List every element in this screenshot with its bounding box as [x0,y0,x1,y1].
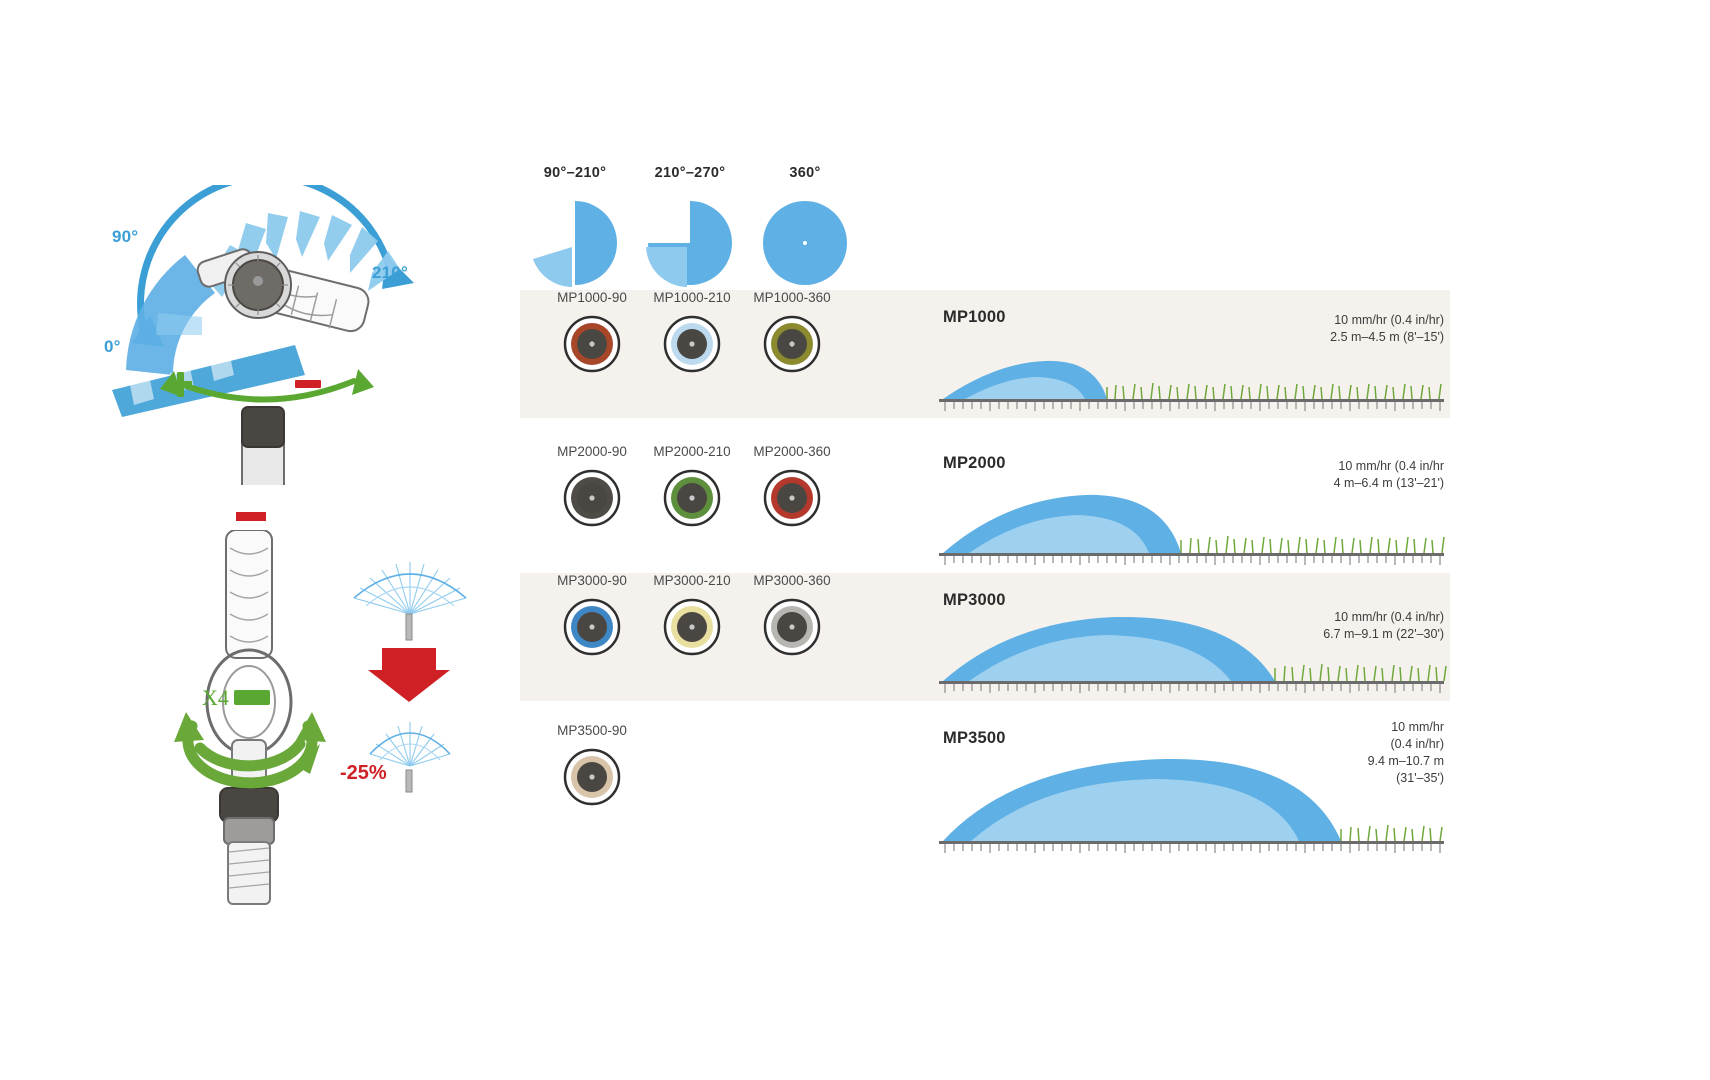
nozzle-item[interactable]: MP3000-360 [732,573,852,661]
minus-icon-top [236,512,266,521]
nozzle-label: MP1000-90 [557,290,627,305]
nozzle-label: MP2000-360 [753,444,831,459]
minus-icon [295,380,321,388]
nozzle-disc-icon [663,315,721,373]
nozzle-label: MP3000-90 [557,573,627,588]
model-name: MP3500 [943,729,1006,747]
model-spec: 10 mm/hr (0.4 in/hr) 6.7 m–9.1 m (22'–30… [1323,610,1444,641]
nozzle-item[interactable]: MP1000-360 [732,290,852,378]
spray-profile-mp3500: MP3500 10 mm/hr (0.4 in/hr) 9.4 m–10.7 m… [935,701,1450,861]
nozzle-disc-icon [763,469,821,527]
nozzle-item[interactable]: MP3000-210 [632,573,752,661]
arc-360-icon [763,201,847,285]
spray-profile-icon [939,360,1444,411]
angle-label-min-sweep: 90° [112,227,139,246]
model-spec: 10 mm/hr (0.4 in/hr) 2.5 m–4.5 m (8'–15'… [1330,313,1444,344]
nozzle-label: MP3000-210 [653,573,731,588]
model-row-mp3000: MP3000-90 MP3000-210 MP3000-360 [520,573,1450,701]
model-row-mp3500: MP3500-90 MP3500 10 mm/hr (0.4 in/hr) 9.… [520,701,1450,861]
nozzle-item[interactable]: MP2000-90 [532,444,652,532]
nozzle-group: MP3000-90 MP3000-210 MP3000-360 [532,573,852,701]
spray-profile-icon [939,758,1444,853]
model-name: MP3000 [943,591,1006,609]
nozzle-disc-icon [563,315,621,373]
spray-profile-icon [939,616,1447,693]
nozzle-disc-icon [663,598,721,656]
spray-profile-mp3000: MP3000 10 mm/hr (0.4 in/hr) 6.7 m–9.1 m … [935,573,1450,701]
model-row-mp2000: MP2000-90 MP2000-210 MP2000-360 [520,418,1450,573]
nozzle-item[interactable]: MP2000-360 [732,444,852,532]
arc-210-270-icon [646,201,732,287]
nozzle-label: MP2000-210 [653,444,731,459]
nozzle-disc-icon [563,598,621,656]
nozzle-item[interactable]: MP3000-90 [532,573,652,661]
angle-label-zero: 0° [104,337,121,356]
nozzle-disc-icon [563,469,621,527]
rotation-turns-label: X4 [202,685,229,710]
arc-pattern-90-210: 90°–210° [510,165,640,294]
nozzle-group: MP2000-90 MP2000-210 MP2000-360 [532,444,852,599]
nozzle-item[interactable]: MP1000-210 [632,290,752,378]
arc-90-210-icon [533,201,617,287]
arc-pattern-360: 360° [740,165,870,294]
nozzle-disc-icon [663,469,721,527]
nozzle-disc-icon [563,748,621,806]
nozzle-item[interactable]: MP2000-210 [632,444,752,532]
arc-pattern-210-270: 210°–270° [625,165,755,294]
model-row-mp1000: MP1000-90 MP1000-210 MP1000-360 [520,290,1450,418]
spray-profile-mp2000: MP2000 10 mm/hr (0.4 in/hr 4 m–6.4 m (13… [935,418,1450,573]
model-spec: 10 mm/hr (0.4 in/hr) 9.4 m–10.7 m (31'–3… [1367,720,1444,785]
radius-adjustment-diagram: X4 -25% [150,512,490,910]
nozzle-label: MP3500-90 [557,723,627,738]
spray-profile-icon [939,494,1445,565]
nozzle-group: MP3500-90 [532,723,852,883]
angle-label-max-sweep: 210° [372,263,408,282]
nozzle-item[interactable]: MP3500-90 [532,723,652,811]
nozzle-label: MP1000-210 [653,290,731,305]
arc-adjustment-diagram: 90° 210° 0° [90,173,470,588]
nozzle-label: MP3000-360 [753,573,831,588]
plus-icon-vertical [177,372,184,397]
nozzle-disc-icon [763,315,821,373]
arc-pattern-label: 360° [789,165,821,181]
nozzle-disc-icon [763,598,821,656]
nozzle-item[interactable]: MP1000-90 [532,290,652,378]
nozzle-label: MP2000-90 [557,444,627,459]
model-name: MP1000 [943,308,1006,326]
nozzle-group: MP1000-90 MP1000-210 MP1000-360 [532,290,852,418]
model-name: MP2000 [943,454,1006,472]
spray-profile-mp1000: MP1000 10 mm/hr (0.4 in/hr) 2.5 m–4.5 m … [935,290,1450,418]
arc-pattern-label: 90°–210° [543,165,607,181]
radius-reduction-label: -25% [340,762,387,784]
model-spec: 10 mm/hr (0.4 in/hr 4 m–6.4 m (13'–21') [1333,459,1444,490]
arc-pattern-label: 210°–270° [654,165,726,181]
nozzle-label: MP1000-360 [753,290,831,305]
